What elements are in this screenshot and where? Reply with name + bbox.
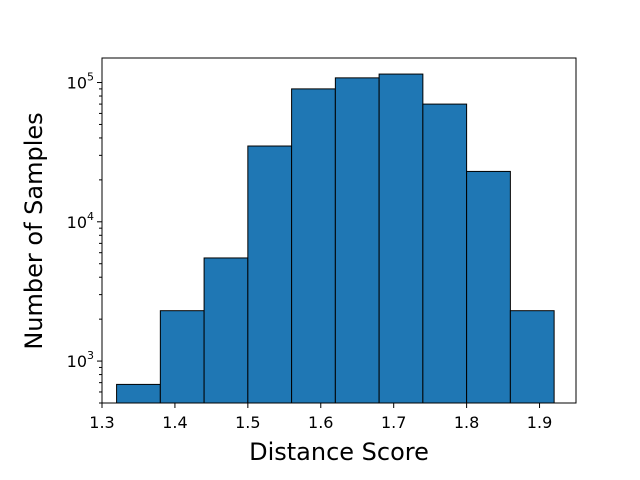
- histogram-bar: [159, 310, 205, 404]
- y-tick-label: 105: [67, 71, 94, 93]
- y-axis-label: Number of Samples: [20, 112, 48, 349]
- x-tick-label: 1.7: [381, 413, 406, 432]
- y-tick-label: 104: [67, 210, 94, 232]
- x-tick-label: 1.9: [527, 413, 552, 432]
- x-tick-label: 1.3: [89, 413, 114, 432]
- histogram-bar: [334, 77, 380, 404]
- histogram-bar: [422, 103, 468, 404]
- bars-group: [116, 73, 555, 404]
- histogram-bar: [247, 145, 293, 404]
- x-axis-label: Distance Score: [249, 438, 429, 466]
- histogram-bar: [509, 310, 555, 404]
- histogram-bar: [203, 257, 249, 404]
- y-tick-label: 103: [67, 349, 94, 371]
- x-tick-label: 1.5: [235, 413, 260, 432]
- x-tick-label: 1.6: [308, 413, 333, 432]
- histogram-bar: [291, 88, 336, 404]
- x-tick-label: 1.4: [162, 413, 187, 432]
- histogram-bar: [466, 170, 511, 404]
- histogram-bar: [116, 383, 161, 404]
- y-axis-ticks: 103 104 105: [67, 71, 102, 404]
- x-axis-ticks: 1.3 1.4 1.5 1.6 1.7 1.8 1.9: [89, 403, 552, 432]
- histogram-bar: [378, 73, 424, 404]
- x-tick-label: 1.8: [454, 413, 479, 432]
- plot-frame: [101, 57, 577, 404]
